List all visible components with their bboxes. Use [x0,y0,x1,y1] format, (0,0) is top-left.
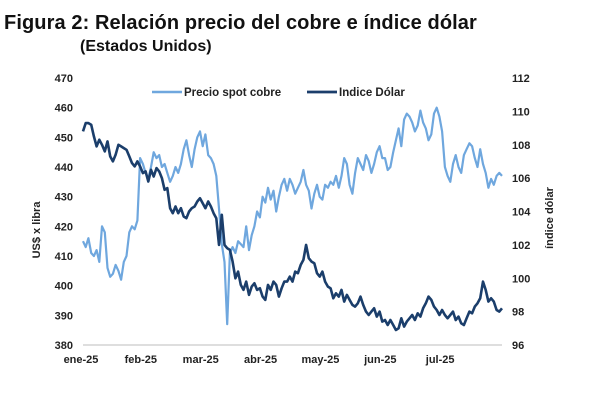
x-axis-ticks: ene-25 feb-25 mar-25 abr-25 may-25 jun-25 jul-… [64,354,455,366]
series-line-copper [81,106,503,326]
x-tick-label: may-25 [301,354,339,366]
y-tick-label: 420 [55,221,73,233]
legend-label-dollar: Indice Dólar [339,87,405,99]
right-axis-ticks: 96 98 100 102 104 106 108 110 112 [512,73,531,352]
y-tick-label: 460 [55,103,73,115]
y2-tick-label: 112 [512,73,530,85]
y-axis-label: US$ x libra [31,201,43,259]
y-tick-label: 390 [55,310,73,322]
y2-tick-label: 106 [512,173,530,185]
y-tick-label: 450 [55,132,73,144]
legend-label-copper: Precio spot cobre [184,87,281,99]
chart-subtitle: (Estados Unidos) [80,38,212,55]
y2-tick-label: 110 [512,106,530,118]
legend: Precio spot cobre Indice Dólar [152,87,405,99]
x-tick-label: mar-25 [183,354,219,366]
y-tick-label: 380 [55,340,73,352]
y-tick-label: 430 [55,192,73,204]
y-tick-label: 440 [55,162,73,174]
y2-tick-label: 96 [512,340,524,352]
y2-tick-label: 98 [512,307,524,319]
x-tick-label: jul-25 [425,354,455,366]
series-line-dollar [81,121,504,332]
y2-tick-label: 102 [512,240,530,252]
chart-title: Figura 2: Relación precio del cobre e ín… [4,12,477,34]
y-tick-label: 400 [55,281,73,293]
y2-tick-label: 104 [512,207,531,219]
y2-tick-label: 100 [512,273,530,285]
x-tick-label: abr-25 [244,354,277,366]
left-axis-ticks: 380 390 400 410 420 430 440 450 460 470 [55,73,73,352]
x-tick-label: ene-25 [64,354,99,366]
y2-axis-label: índice dólar [544,186,556,248]
x-tick-label: jun-25 [363,354,396,366]
y-tick-label: 410 [55,251,73,263]
y-tick-label: 470 [55,73,73,85]
y2-tick-label: 108 [512,140,530,152]
x-tick-label: feb-25 [125,354,157,366]
